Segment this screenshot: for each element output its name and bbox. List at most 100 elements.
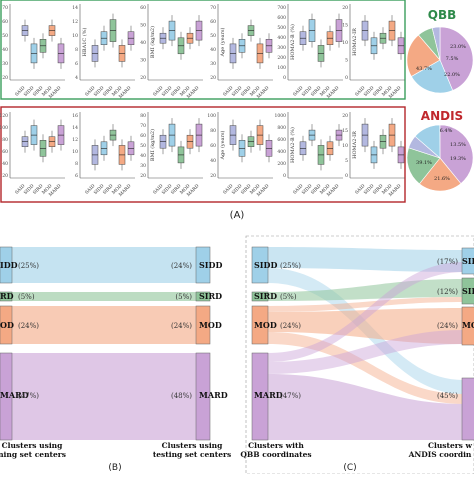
qbb-title: QBB [428, 8, 457, 22]
flow-c-mod-mod [268, 308, 464, 344]
qbb-plot-3-ylabel: Age (years) [219, 27, 226, 57]
panel-a-label: (A) [230, 210, 245, 221]
andis-plot-5-ylabel: HOMA2-IR [352, 131, 358, 159]
qbb-plot-0-tick-3: 40 [2, 47, 8, 53]
qbb-pie-label-3: 7.5% [446, 56, 459, 62]
qbb-plot-4-tick-2: 500 [277, 25, 286, 31]
qbb-pie-label-2: 22.0% [444, 72, 460, 78]
node-b-right-mard [195, 352, 211, 441]
andis-plot-0-tick-2: 80 [2, 137, 8, 143]
node-b-right-sird [195, 291, 211, 302]
b-left-caption-1: Clusters using [2, 441, 63, 450]
panel-b-sankey: IDD (25%) RD (5%) OD (24%) MARD (47%) (2… [0, 246, 231, 473]
qbb-plot-4-tick-6: 100 [277, 65, 286, 71]
andis-plot-2-tick-4: 40 [140, 153, 146, 159]
andis-plot-1-tick-0: 16 [72, 113, 78, 119]
qbb-plot-4-tick-5: 200 [277, 55, 286, 61]
node-c-left-sird [251, 291, 269, 302]
c-right-pct-4: (45%) [437, 392, 458, 400]
andis-pie-label-1: 21.6% [434, 176, 450, 182]
qbb-plot-4-tick-4: 300 [277, 45, 286, 51]
c-left-pct-1: (25%) [280, 262, 301, 270]
b-right-pct-3: (24%) [171, 322, 192, 330]
flow-c-mod-mard [268, 332, 464, 404]
andis-plot-1-tick-3: 10 [72, 149, 78, 155]
qbb-plot-1-tick-5: 4 [75, 75, 78, 81]
qbb-plot-4-ylabel: HOMA2-B (%) [289, 24, 296, 60]
qbb-plot-5-tick-1: 15 [342, 23, 348, 29]
andis-pie-slice-4 [414, 124, 441, 159]
c-right-pct-2: (12%) [437, 288, 458, 296]
qbb-plot-0-tick-4: 30 [2, 61, 8, 67]
andis-plot-2-tick-2: 60 [140, 133, 146, 139]
andis-plot-1-tick-5: 6 [75, 173, 78, 179]
qbb-pie-slice-4 [431, 26, 441, 61]
andis-plot-5-tick-4: 0 [345, 173, 348, 179]
node-c-right-sidd [461, 247, 474, 275]
c-right-name-3: MO [462, 320, 474, 330]
andis-plot-2-tick-5: 30 [140, 163, 146, 169]
b-left-name-1: IDD [0, 260, 18, 270]
andis-plot-2-tick-1: 70 [140, 123, 146, 129]
b-right-name-4: MARD [199, 390, 228, 400]
qbb-plot-1-ylabel: HBA1C (%) [81, 28, 88, 57]
andis-pie-slice-0 [439, 124, 474, 184]
node-b-left-mard [0, 352, 13, 441]
flow-c-mard-mard [268, 374, 464, 440]
qbb-pie-slice-2 [406, 34, 441, 77]
flow-c-mod-sird [268, 297, 464, 312]
qbb-frame [0, 0, 406, 100]
panel-b-label: (B) [108, 463, 121, 473]
c-left-pct-4: (47%) [280, 392, 301, 400]
b-right-pct-4: (48%) [171, 392, 192, 400]
andis-plot-4-tick-2: 600 [277, 137, 286, 143]
andis-plot-1-tick-2: 12 [72, 137, 78, 143]
b-left-name-4: MARD [0, 390, 29, 400]
flow-c-mard-mod [268, 330, 464, 374]
c-left-name-3: MOD [254, 320, 277, 330]
andis-plot-4-tick-4: 200 [277, 161, 286, 167]
b-right-pct-1: (24%) [171, 262, 192, 270]
andis-title: ANDIS [421, 109, 463, 123]
b-right-name-2: SIRD [199, 291, 222, 301]
qbb-plot-3-tick-2: 50 [210, 33, 216, 39]
flow-b-mard [12, 353, 196, 440]
b-left-pct-1: (25%) [18, 262, 39, 270]
qbb-plot-1-tick-2: 10 [72, 33, 78, 39]
andis-plot-0-tick-5: 20 [2, 173, 8, 179]
andis-plot-3-tick-0: 100 [207, 113, 216, 119]
qbb-plot-0-tick-2: 50 [2, 33, 8, 39]
andis-plot-5-tick-0: 20 [342, 113, 348, 119]
andis-plot-2-tick-3: 50 [140, 143, 146, 149]
andis-pie-label-3: 6.4% [440, 128, 453, 134]
qbb-pie-label-0: 43.7% [416, 66, 432, 72]
qbb-plot-3-tick-3: 40 [210, 47, 216, 53]
node-b-right-sidd [195, 246, 211, 284]
b-left-name-3: OD [0, 320, 14, 330]
andis-pie-chart: 39.1% 21.6% 19.3% 6.4% 13.5% [406, 124, 474, 192]
andis-pie-label-4: 13.5% [450, 142, 466, 148]
qbb-plot-3-tick-5: 20 [210, 75, 216, 81]
c-left-name-2: SIRD [254, 291, 277, 301]
qbb-plot-3-tick-0: 70 [210, 5, 216, 11]
andis-plot-1-tick-4: 8 [75, 161, 78, 167]
andis-pie-label-0: 39.1% [416, 160, 432, 166]
c-left-caption-2: QBB coordinates [240, 450, 311, 459]
b-left-pct-4: (47%) [18, 392, 39, 400]
qbb-plot-5-tick-3: 5 [345, 58, 348, 64]
andis-plot-2-tick-6: 20 [140, 173, 146, 179]
andis-plot-4-tick-0: 1000 [275, 113, 287, 119]
andis-plot-3-tick-4: 20 [210, 173, 216, 179]
c-right-pct-3: (24%) [437, 322, 458, 330]
qbb-pie-slice-1 [410, 59, 454, 94]
qbb-plot-1-tick-0: 14 [72, 5, 78, 11]
andis-plot-0-tick-0: 120 [0, 113, 8, 119]
qbb-plot-4-tick-3: 400 [277, 35, 286, 41]
qbb-plot-5-ylabel: HOMA2-IR [352, 28, 358, 56]
panel-c-sankey: SIDD (25%) SIRD (5%) MOD (24%) MARD (47%… [240, 235, 474, 475]
node-c-right-mod [461, 306, 474, 346]
flow-c-sidd-sidd [268, 247, 464, 272]
qbb-plot-0-tick-5: 20 [2, 75, 8, 81]
qbb-plot-2-tick-0: 60 [140, 5, 146, 11]
flow-c-sird-sird [268, 279, 464, 301]
